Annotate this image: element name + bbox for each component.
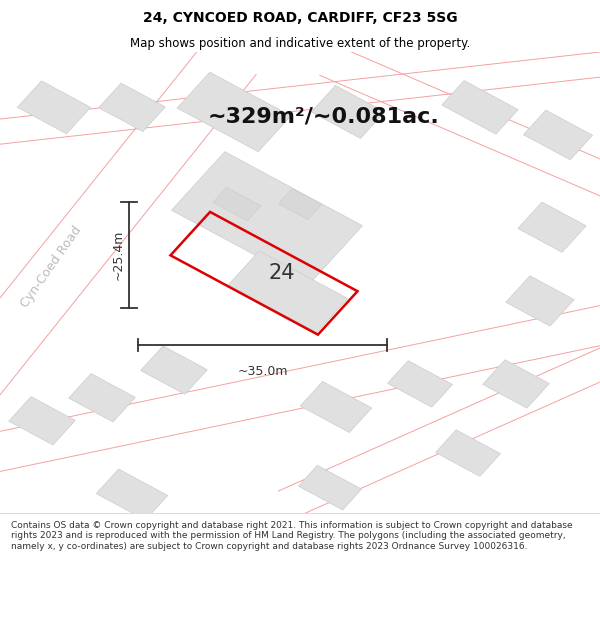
Text: 24: 24	[269, 263, 295, 283]
Polygon shape	[278, 189, 322, 219]
Text: Map shows position and indicative extent of the property.: Map shows position and indicative extent…	[130, 38, 470, 51]
Polygon shape	[228, 251, 348, 332]
Polygon shape	[172, 152, 362, 284]
Polygon shape	[482, 360, 550, 408]
Polygon shape	[506, 276, 574, 326]
Polygon shape	[320, 47, 600, 204]
Polygon shape	[436, 430, 500, 476]
Text: ~25.4m: ~25.4m	[112, 229, 125, 280]
Polygon shape	[8, 397, 76, 445]
Polygon shape	[442, 81, 518, 134]
Polygon shape	[523, 110, 593, 160]
Polygon shape	[177, 72, 291, 152]
Text: ~329m²/~0.081ac.: ~329m²/~0.081ac.	[208, 106, 440, 126]
Polygon shape	[300, 381, 372, 432]
Polygon shape	[140, 346, 208, 394]
Text: ~35.0m: ~35.0m	[237, 366, 288, 379]
Text: Cyn-Coed Road: Cyn-Coed Road	[18, 223, 84, 309]
Polygon shape	[278, 339, 600, 517]
Polygon shape	[68, 374, 136, 422]
Polygon shape	[0, 49, 600, 148]
Polygon shape	[213, 188, 261, 221]
Polygon shape	[98, 83, 166, 131]
Polygon shape	[17, 81, 91, 134]
Polygon shape	[388, 361, 452, 407]
Text: Contains OS data © Crown copyright and database right 2021. This information is : Contains OS data © Crown copyright and d…	[11, 521, 572, 551]
Polygon shape	[0, 48, 257, 398]
Text: 24, CYNCOED ROAD, CARDIFF, CF23 5SG: 24, CYNCOED ROAD, CARDIFF, CF23 5SG	[143, 11, 457, 26]
Polygon shape	[518, 202, 586, 252]
Polygon shape	[298, 466, 362, 510]
Polygon shape	[0, 301, 600, 477]
Polygon shape	[96, 469, 168, 520]
Polygon shape	[311, 86, 385, 138]
